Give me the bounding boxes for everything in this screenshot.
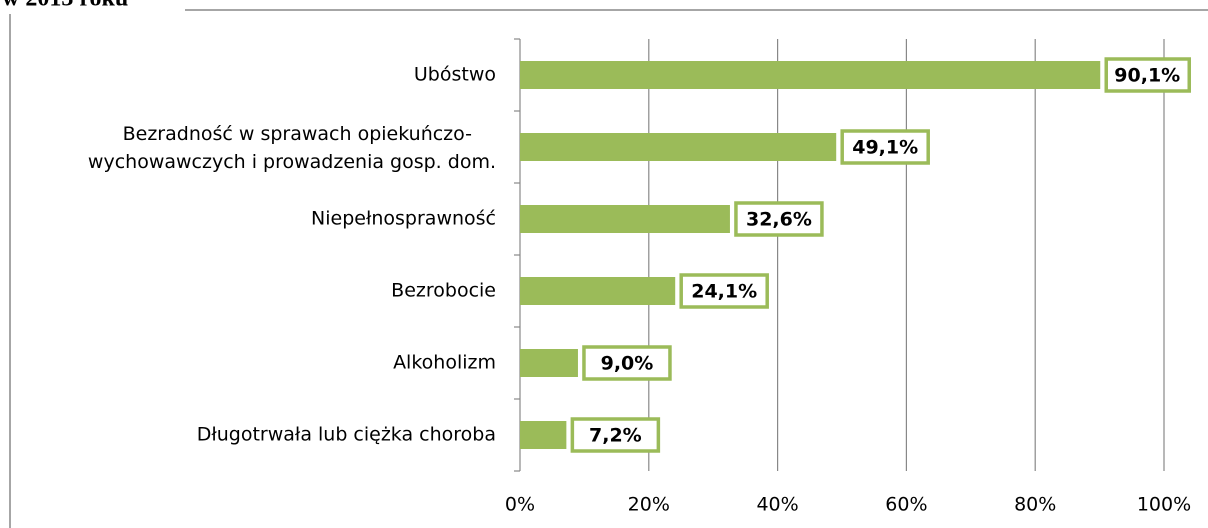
value-label: 90,1% bbox=[1114, 65, 1180, 87]
bar bbox=[520, 349, 578, 377]
chart-title: w 2013 roku bbox=[2, 0, 128, 12]
x-tick-label: 40% bbox=[756, 494, 798, 516]
value-label-box bbox=[840, 129, 930, 165]
bar bbox=[520, 205, 730, 233]
value-label-box bbox=[1104, 57, 1191, 93]
y-tick-label: Niepełnosprawność bbox=[311, 208, 496, 230]
x-tick-label: 20% bbox=[628, 494, 670, 516]
value-label: 49,1% bbox=[852, 137, 918, 159]
x-tick-label: 80% bbox=[1014, 494, 1056, 516]
x-tick-label: 0% bbox=[505, 494, 535, 516]
y-tick-label: Alkoholizm bbox=[393, 352, 496, 374]
value-label-box bbox=[679, 273, 769, 309]
x-tick-label: 100% bbox=[1137, 494, 1191, 516]
y-tick-label: Bezrobocie bbox=[391, 280, 496, 302]
x-tick-label: 60% bbox=[885, 494, 927, 516]
bar bbox=[520, 61, 1101, 89]
title-background bbox=[0, 0, 185, 14]
chart-frame bbox=[9, 9, 1208, 528]
value-label: 9,0% bbox=[601, 353, 654, 375]
value-label-box bbox=[582, 345, 672, 381]
value-label: 32,6% bbox=[746, 209, 812, 231]
value-label: 7,2% bbox=[589, 425, 642, 447]
y-tick-label: Ubóstwo bbox=[414, 64, 496, 86]
bar bbox=[520, 421, 567, 449]
value-label-box bbox=[570, 417, 661, 453]
bar bbox=[520, 277, 676, 305]
value-label-box bbox=[734, 201, 824, 237]
y-tick-label: Długotrwała lub ciężka choroba bbox=[197, 424, 496, 446]
bar bbox=[520, 133, 837, 161]
value-label: 24,1% bbox=[691, 281, 757, 303]
y-tick-label: Bezradność w sprawach opiekuńczo-wychowa… bbox=[88, 123, 496, 173]
